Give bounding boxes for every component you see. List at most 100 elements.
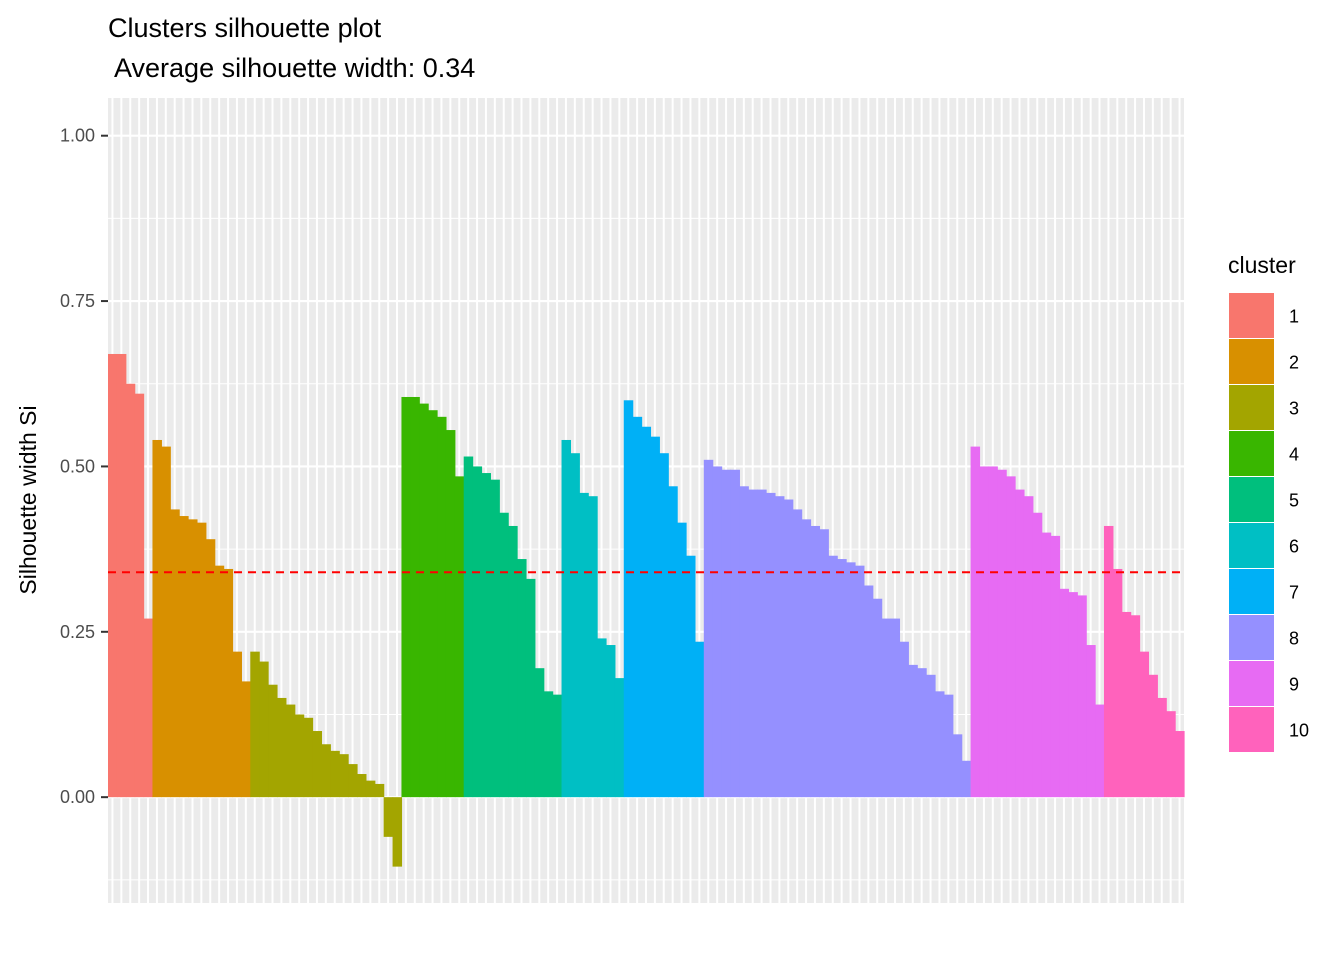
bar-cluster-5	[472, 466, 483, 798]
legend-key-4	[1229, 431, 1274, 476]
bar-cluster-8	[766, 492, 776, 798]
bar-cluster-1	[143, 618, 154, 798]
legend-label-7: 7	[1289, 583, 1299, 603]
bar-cluster-8	[961, 760, 972, 798]
bar-cluster-7	[623, 400, 634, 798]
bar-cluster-8	[952, 734, 963, 798]
bar-cluster-5	[499, 512, 509, 798]
bar-cluster-8	[739, 486, 749, 798]
bar-cluster-6	[570, 453, 580, 798]
bar-cluster-8	[810, 525, 821, 798]
bar-cluster-3	[250, 651, 260, 798]
bar-cluster-6	[579, 492, 589, 798]
bar-cluster-3	[330, 750, 340, 798]
legend-label-10: 10	[1289, 721, 1309, 741]
bar-cluster-9	[970, 446, 981, 798]
y-tick-label: 0.25	[60, 622, 95, 642]
bar-cluster-9	[997, 469, 1007, 798]
bar-cluster-5	[534, 668, 545, 798]
bar-cluster-2	[241, 681, 251, 798]
y-tick-label: 0.50	[60, 456, 95, 476]
bar-cluster-3	[285, 704, 296, 798]
legend-label-8: 8	[1289, 629, 1299, 649]
bar-cluster-9	[1023, 496, 1034, 798]
bar-cluster-2	[196, 522, 207, 798]
bar-cluster-8	[730, 469, 740, 798]
legend-label-9: 9	[1289, 675, 1299, 695]
bar-cluster-2	[188, 519, 198, 798]
bar-cluster-9	[1050, 535, 1061, 798]
bar-cluster-6	[614, 678, 625, 798]
bar-cluster-8	[783, 499, 794, 798]
legend-key-7	[1229, 569, 1274, 614]
bar-cluster-8	[819, 529, 829, 798]
bar-cluster-8	[846, 562, 856, 798]
bar-cluster-9	[988, 466, 998, 798]
bar-cluster-9	[1086, 645, 1096, 798]
bar-cluster-8	[837, 559, 847, 798]
bar-cluster-8	[926, 674, 936, 798]
bar-cluster-5	[525, 578, 536, 798]
y-tick-label: 0.00	[60, 787, 95, 807]
legend-key-1	[1229, 293, 1274, 338]
bar-cluster-6	[605, 645, 616, 798]
bar-cluster-2	[214, 565, 225, 798]
legend-label-1: 1	[1289, 307, 1299, 327]
bar-cluster-8	[757, 489, 767, 798]
legend-key-6	[1229, 523, 1274, 568]
bar-cluster-5	[481, 473, 491, 798]
bar-cluster-1	[108, 353, 118, 798]
legend-key-10	[1229, 707, 1274, 752]
bar-cluster-2	[179, 516, 189, 798]
bar-cluster-2	[223, 568, 234, 798]
legend-key-9	[1229, 661, 1274, 706]
bar-cluster-3	[259, 661, 269, 798]
bar-cluster-6	[588, 496, 598, 798]
bar-cluster-7	[694, 641, 705, 798]
bar-cluster-3	[312, 731, 323, 798]
bar-cluster-4	[445, 430, 456, 798]
bar-cluster-9	[1015, 489, 1025, 798]
bar-cluster-8	[917, 668, 927, 798]
bar-cluster-3	[392, 797, 403, 867]
bar-cluster-9	[1006, 476, 1016, 798]
bar-cluster-6	[597, 638, 607, 798]
bar-cluster-4	[419, 403, 429, 798]
legend-key-8	[1229, 615, 1274, 660]
bar-cluster-8	[899, 641, 909, 798]
bar-cluster-5	[543, 691, 554, 798]
bar-cluster-2	[152, 439, 162, 798]
bar-cluster-8	[935, 691, 945, 798]
bar-cluster-3	[356, 774, 367, 798]
bar-cluster-8	[890, 618, 901, 798]
bar-cluster-8	[908, 664, 918, 798]
legend-label-4: 4	[1289, 445, 1299, 465]
bar-cluster-9	[1032, 512, 1043, 798]
bar-cluster-7	[677, 522, 687, 798]
bar-cluster-4	[401, 396, 411, 798]
bar-cluster-5	[508, 525, 518, 798]
bar-cluster-8	[748, 489, 758, 798]
bar-cluster-2	[170, 509, 180, 798]
bar-cluster-8	[943, 694, 954, 798]
y-axis-title: Silhouette width Si	[15, 405, 41, 594]
bar-cluster-10	[1103, 525, 1114, 798]
bar-cluster-8	[801, 519, 812, 798]
bar-cluster-6	[561, 439, 572, 798]
bar-cluster-7	[632, 416, 643, 798]
bar-cluster-2	[205, 539, 216, 798]
bar-cluster-1	[134, 393, 145, 798]
bar-cluster-5	[463, 456, 474, 798]
bar-cluster-10	[1139, 651, 1150, 798]
chart-subtitle: Average silhouette width: 0.34	[108, 53, 475, 83]
bar-cluster-7	[659, 453, 669, 798]
bar-cluster-4	[410, 396, 420, 798]
legend-key-5	[1229, 477, 1274, 522]
bar-cluster-2	[161, 446, 171, 798]
bar-cluster-9	[1041, 532, 1052, 798]
bar-cluster-8	[854, 565, 865, 798]
legend-label-5: 5	[1289, 491, 1299, 511]
bar-cluster-10	[1121, 611, 1132, 798]
bar-cluster-4	[428, 410, 438, 798]
bar-cluster-9	[1059, 588, 1069, 798]
